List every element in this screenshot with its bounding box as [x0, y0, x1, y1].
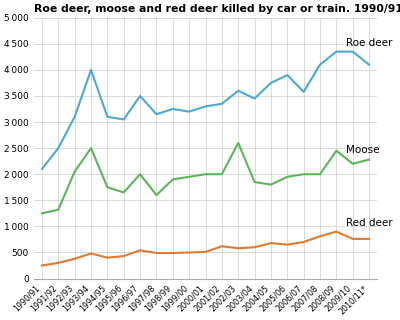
- Text: Roe deer: Roe deer: [346, 38, 392, 48]
- Text: Red deer: Red deer: [346, 219, 393, 228]
- Text: Roe deer, moose and red deer killed by car or train. 1990/91-2010/11*: Roe deer, moose and red deer killed by c…: [34, 4, 400, 14]
- Text: Moose: Moose: [346, 145, 380, 156]
